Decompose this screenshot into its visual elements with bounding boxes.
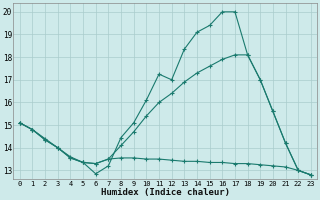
X-axis label: Humidex (Indice chaleur): Humidex (Indice chaleur) bbox=[101, 188, 230, 197]
